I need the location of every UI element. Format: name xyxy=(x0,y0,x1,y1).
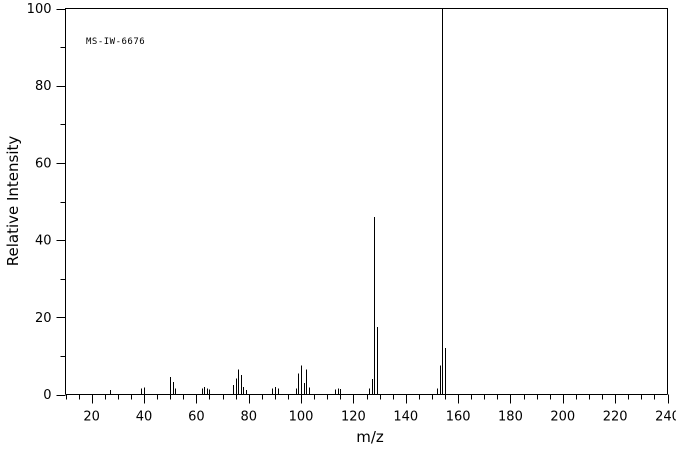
x-axis-ticks xyxy=(66,394,669,404)
y-tick-label: 60 xyxy=(35,156,52,171)
peak-series xyxy=(109,8,447,395)
x-tick-label: 120 xyxy=(341,410,366,425)
y-tick-label: 100 xyxy=(27,2,52,17)
x-tick-label: 60 xyxy=(188,410,205,425)
y-tick-label: 0 xyxy=(43,388,51,403)
x-tick-label: 20 xyxy=(83,410,100,425)
x-tick-label: 80 xyxy=(240,410,257,425)
y-axis-ticks xyxy=(56,9,66,396)
x-tick-label: 140 xyxy=(393,410,418,425)
x-tick-label: 160 xyxy=(446,410,471,425)
x-tick-label: 100 xyxy=(289,410,314,425)
y-tick-label: 80 xyxy=(35,79,52,94)
x-tick-label: 180 xyxy=(498,410,523,425)
x-tick-label: 220 xyxy=(603,410,628,425)
plot-frame xyxy=(65,8,668,395)
x-tick-label: 240 xyxy=(655,410,676,425)
y-axis-title: Relative Intensity xyxy=(4,136,22,267)
y-tick-label: 40 xyxy=(35,234,52,249)
y-tick-label: 20 xyxy=(35,311,52,326)
sample-annotation: MS-IW-6676 xyxy=(86,37,145,47)
x-tick-label: 200 xyxy=(550,410,575,425)
y-axis-tick-labels: 0 20 40 60 80 100 xyxy=(27,2,52,403)
x-axis-title: m/z xyxy=(356,428,384,446)
x-tick-label: 40 xyxy=(136,410,153,425)
x-axis-tick-labels: 20 40 60 80 100 120 140 160 180 200 220 240 xyxy=(83,410,676,425)
